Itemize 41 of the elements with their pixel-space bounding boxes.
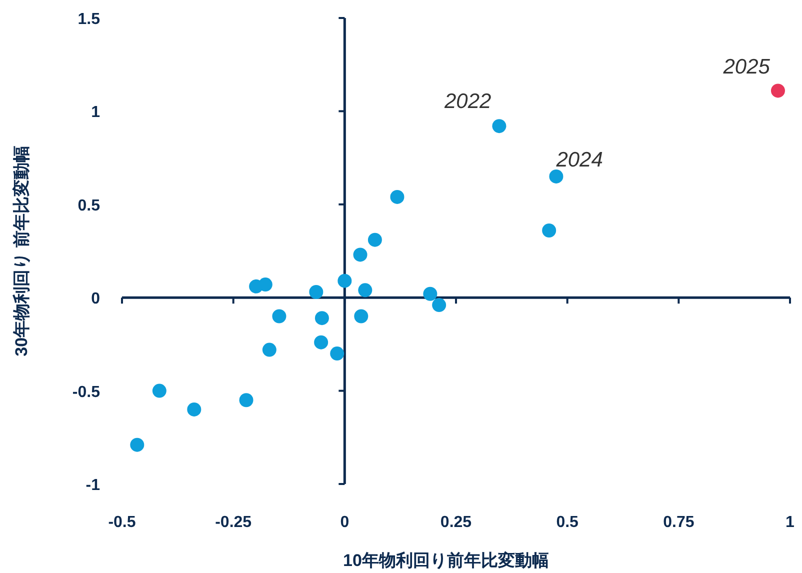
point xyxy=(152,384,166,398)
point xyxy=(492,119,506,134)
annotation: 2025 xyxy=(722,56,770,79)
point xyxy=(309,285,324,300)
y-tick-label: -0.5 xyxy=(72,384,100,401)
y-tick-label: 1 xyxy=(91,104,100,122)
point xyxy=(368,232,382,247)
y-axis-title: 30年物利回り 前年比変動幅 xyxy=(12,146,31,356)
y-tick-label: -1 xyxy=(86,477,100,494)
x-tick-label: -0.5 xyxy=(108,514,136,531)
point xyxy=(130,438,144,452)
point xyxy=(354,309,368,324)
point xyxy=(432,298,446,312)
y-tick-label: 0 xyxy=(91,290,100,308)
y-tick-label: 1.5 xyxy=(78,11,100,28)
point xyxy=(338,274,352,288)
y-tick-label: 0.5 xyxy=(78,197,100,214)
point xyxy=(187,402,202,416)
x-tick-label: 1 xyxy=(786,514,795,531)
annotation: 2022 xyxy=(443,90,492,114)
point xyxy=(423,286,438,301)
point xyxy=(262,342,276,357)
x-tick-label: -0.25 xyxy=(215,514,252,531)
point xyxy=(272,309,286,324)
point xyxy=(314,335,328,350)
point xyxy=(330,346,344,361)
x-tick-label: 0.25 xyxy=(440,514,472,531)
x-tick-label: 0.75 xyxy=(663,514,694,531)
x-tick-label: 0.5 xyxy=(556,514,579,531)
point xyxy=(353,248,368,262)
x-tick-label: 0 xyxy=(340,514,350,531)
point xyxy=(390,190,404,204)
point xyxy=(549,169,564,184)
annotation: 2024 xyxy=(555,148,603,172)
x-axis-title: 10年物利回り前年比変動幅 xyxy=(343,551,549,570)
point xyxy=(239,393,254,408)
point xyxy=(258,278,272,292)
point xyxy=(770,84,785,98)
point xyxy=(358,283,372,298)
point xyxy=(542,223,556,238)
point xyxy=(314,311,329,326)
